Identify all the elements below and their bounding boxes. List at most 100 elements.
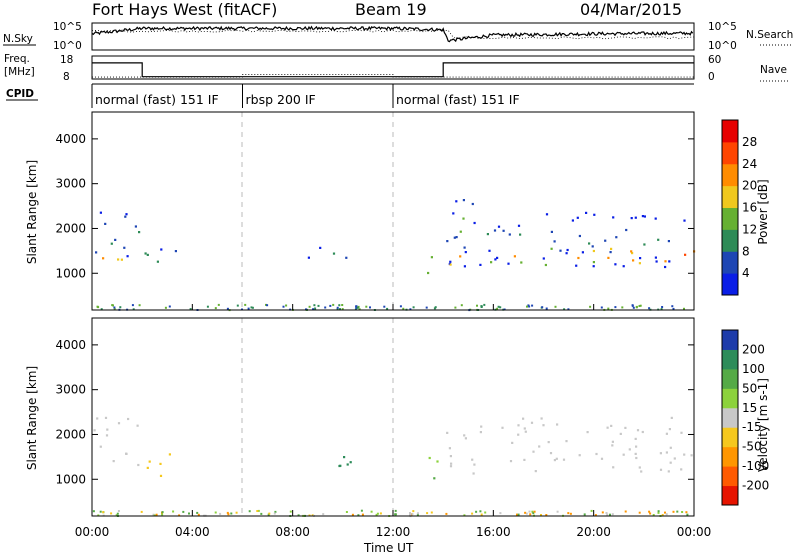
scatter-cell	[649, 512, 652, 515]
scatter-cell	[111, 304, 114, 307]
scatter-cell	[601, 511, 604, 514]
scatter-cell	[339, 308, 341, 311]
scatter-cell	[473, 221, 476, 225]
freq-series	[92, 62, 694, 78]
colorbar-tick-label: 24	[742, 157, 757, 171]
scatter-cell	[531, 304, 534, 307]
scatter-cell	[336, 308, 339, 310]
y-tick-label: 4000	[55, 338, 86, 352]
power-plot-area	[92, 112, 694, 310]
scatter-cell	[550, 247, 553, 250]
scatter-cell	[188, 512, 190, 515]
scatter-cell	[343, 456, 346, 459]
scatter-cell	[632, 306, 635, 309]
colorbar-tick-label: 20	[742, 179, 757, 193]
scatter-cell	[577, 256, 580, 260]
scatter-cell	[450, 462, 453, 465]
scatter-cell	[634, 437, 637, 440]
freq-tick-top: 18	[60, 54, 73, 66]
scatter-cell	[634, 452, 637, 455]
scatter-cell	[684, 253, 687, 256]
scatter-cell	[226, 307, 229, 310]
scatter-cell	[643, 215, 646, 218]
power-panel: 1000 2000 3000 4000 Slant Range [km] 4 8 12 16…	[25, 111, 770, 312]
scatter-cell	[545, 213, 549, 216]
scatter-cell	[641, 430, 644, 434]
scatter-cell	[606, 513, 609, 516]
scatter-cell	[453, 236, 456, 239]
scatter-cell	[449, 455, 452, 458]
scatter-cell	[630, 217, 633, 220]
scatter-cell	[168, 305, 171, 308]
colorbar-tick-label: -50	[742, 440, 762, 454]
scatter-cell	[250, 306, 253, 309]
scatter-cell	[430, 511, 433, 514]
scatter-cell	[265, 303, 267, 306]
scatter-cell	[591, 245, 594, 248]
scatter-cell	[161, 513, 164, 516]
scatter-cell	[445, 512, 448, 515]
scatter-cell	[609, 251, 612, 254]
scatter-cell	[532, 450, 535, 453]
scatter-cell	[102, 511, 105, 514]
scatter-cell	[635, 306, 638, 309]
scatter-cell	[657, 238, 660, 241]
scatter-cell	[592, 261, 595, 264]
scatter-cell	[266, 304, 269, 307]
scatter-cell	[520, 261, 523, 264]
scatter-cell	[531, 510, 534, 513]
scatter-cell	[589, 305, 592, 308]
scatter-cell	[319, 246, 322, 249]
colorbar-tick-label: 8	[742, 244, 750, 258]
scatter-cell	[285, 304, 288, 307]
scatter-cell	[519, 233, 522, 236]
scatter-cell	[547, 441, 550, 444]
freq-unit: [MHz]	[4, 66, 35, 78]
power-colorbar: 4 8 12 16 20 24 28	[721, 119, 757, 296]
scatter-cell	[507, 262, 510, 265]
scatter-cell	[346, 463, 349, 466]
scatter-cell	[607, 307, 610, 310]
scatter-cell	[134, 225, 137, 228]
scatter-cell	[446, 431, 449, 434]
scatter-cell	[499, 512, 502, 515]
scatter-cell	[99, 510, 102, 513]
x-tick-label: 00:00	[75, 525, 110, 539]
scatter-cell	[685, 511, 688, 514]
scatter-cell	[459, 230, 462, 233]
scatter-cell	[313, 304, 316, 307]
scatter-cell	[463, 246, 466, 249]
colorbar-segment	[722, 485, 738, 506]
scatter-cell	[463, 434, 466, 437]
colorbar-segment	[722, 273, 738, 296]
scatter-cell	[513, 255, 516, 258]
scatter-cell	[526, 305, 528, 308]
scatter-cell	[525, 512, 528, 515]
colorbar-segment	[722, 207, 738, 230]
colorbar-segment	[722, 163, 738, 187]
scatter-cell	[621, 306, 624, 309]
scatter-cell	[96, 305, 99, 308]
scatter-cell	[559, 249, 562, 252]
scatter-cell	[555, 457, 558, 460]
scatter-cell	[247, 307, 250, 310]
scatter-cell	[274, 510, 277, 513]
scatter-cell	[140, 510, 143, 513]
scatter-cell	[449, 465, 453, 468]
scatter-cell	[436, 460, 439, 463]
scatter-cell	[624, 510, 627, 513]
scatter-cell	[683, 307, 685, 310]
freq-panel-frame	[91, 55, 695, 80]
scatter-cell	[113, 306, 116, 309]
scatter-cell	[120, 258, 123, 261]
scatter-cell	[336, 306, 339, 309]
scatter-cell	[631, 252, 634, 255]
scatter-cell	[502, 229, 505, 232]
scatter-cell	[592, 249, 595, 253]
colorbar-segment	[722, 141, 738, 165]
scatter-cell	[690, 454, 693, 457]
scatter-cell	[528, 305, 531, 308]
y-tick-label: 1000	[55, 472, 86, 486]
scatter-cell	[638, 466, 641, 469]
scatter-cell	[99, 211, 102, 214]
